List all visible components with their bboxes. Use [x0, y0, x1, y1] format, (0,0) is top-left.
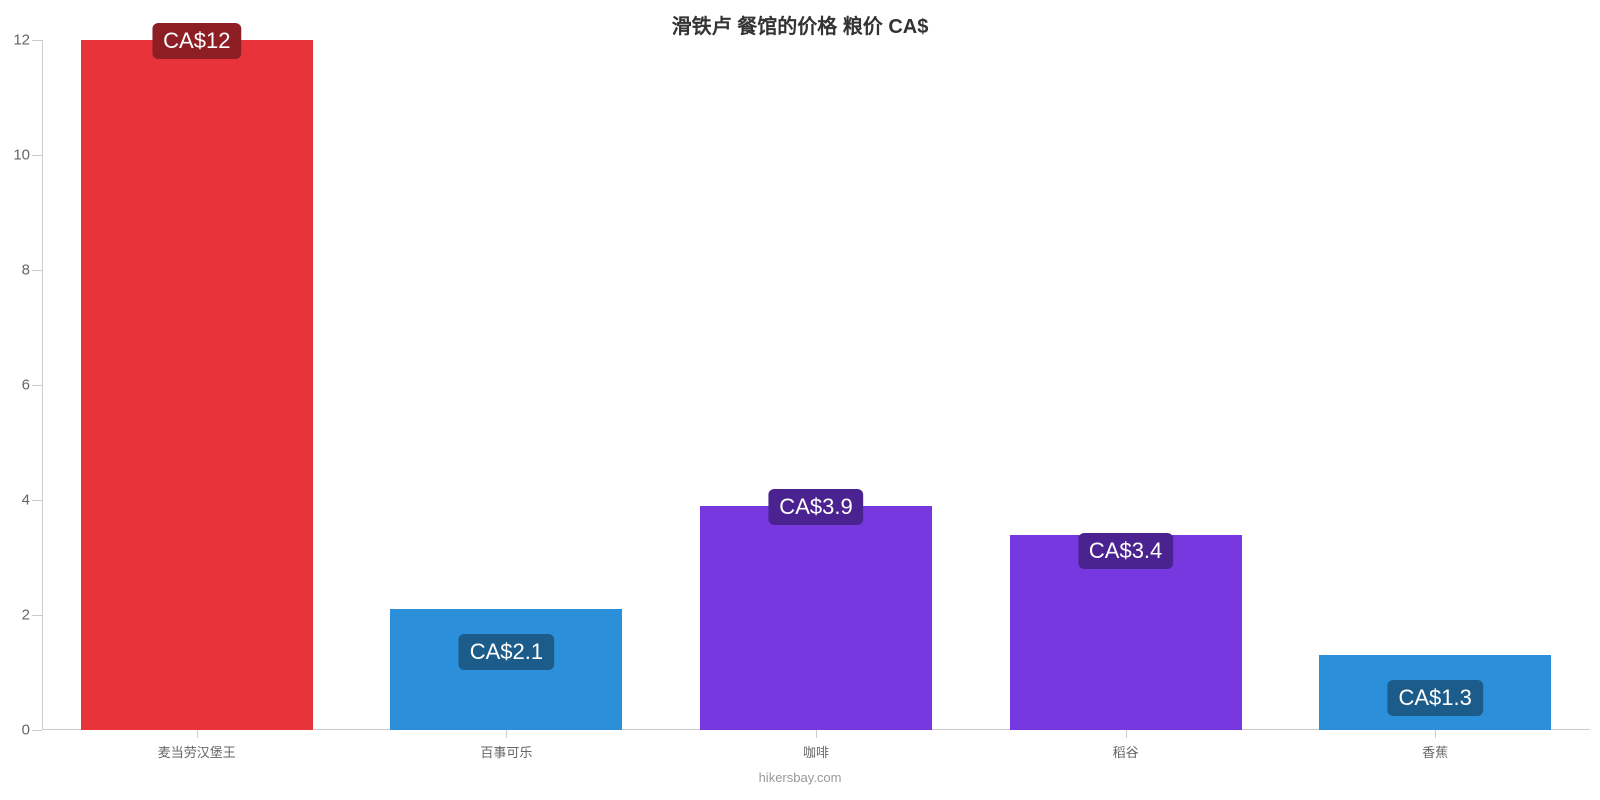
y-tick-label: 0	[22, 722, 42, 739]
bar	[81, 40, 313, 730]
y-tick-label: 6	[22, 377, 42, 394]
x-tick-label: 咖啡	[803, 730, 829, 761]
x-tick-label: 百事可乐	[480, 730, 532, 761]
y-tick-label: 2	[22, 607, 42, 624]
bar-value-label: CA$3.4	[1078, 533, 1173, 569]
x-tick-label: 香蕉	[1422, 730, 1448, 761]
x-tick-label: 麦当劳汉堡王	[158, 730, 236, 761]
y-axis-line	[42, 40, 43, 730]
bar-value-label: CA$3.9	[768, 489, 863, 525]
bar-value-label: CA$1.3	[1387, 680, 1482, 716]
bar	[700, 506, 932, 730]
y-tick-label: 4	[22, 492, 42, 509]
bar-value-label: CA$2.1	[459, 634, 554, 670]
y-tick-label: 8	[22, 262, 42, 279]
y-tick-label: 12	[13, 32, 42, 49]
y-tick-label: 10	[13, 147, 42, 164]
chart-footer: hikersbay.com	[0, 770, 1600, 785]
x-tick-label: 稻谷	[1113, 730, 1139, 761]
plot-area: 024681012麦当劳汉堡王CA$12百事可乐CA$2.1咖啡CA$3.9稻谷…	[42, 40, 1590, 730]
bar-value-label: CA$12	[152, 23, 241, 59]
chart-container: 滑铁卢 餐馆的价格 粮价 CA$ 024681012麦当劳汉堡王CA$12百事可…	[0, 0, 1600, 800]
